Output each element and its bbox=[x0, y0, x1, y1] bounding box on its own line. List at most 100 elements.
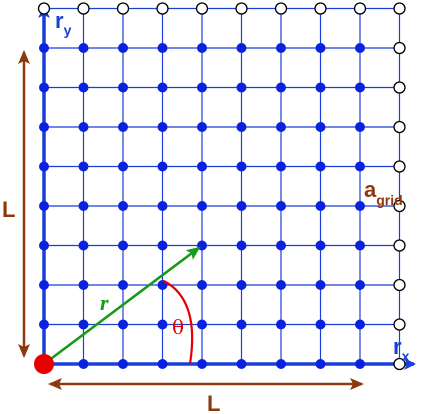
lattice-point bbox=[157, 240, 168, 251]
open-lattice-point bbox=[393, 318, 406, 331]
lattice-point bbox=[157, 319, 168, 330]
open-lattice-point bbox=[393, 41, 406, 55]
lattice-point bbox=[39, 122, 49, 132]
open-lattice-point bbox=[393, 357, 406, 371]
lattice-points bbox=[37, 2, 406, 371]
grid-lines bbox=[43, 7, 401, 365]
open-lattice-point bbox=[393, 278, 406, 292]
grid-spacing-label: agrid bbox=[364, 177, 403, 208]
vector-label: r bbox=[100, 290, 109, 315]
open-lattice-point bbox=[156, 2, 169, 15]
lattice-point bbox=[157, 161, 168, 172]
lattice-point bbox=[355, 201, 365, 211]
open-lattice-point bbox=[116, 2, 130, 15]
lattice-point bbox=[355, 161, 365, 172]
lattice-point bbox=[78, 201, 89, 211]
lattice-point bbox=[39, 319, 49, 330]
lattice-point bbox=[315, 161, 326, 172]
lattice-point bbox=[315, 359, 326, 369]
angle-label: θ bbox=[172, 315, 184, 339]
lattice-point bbox=[276, 280, 286, 290]
dimension-arrows bbox=[18, 50, 364, 390]
lattice-point bbox=[236, 43, 247, 53]
height-label: L bbox=[2, 197, 15, 222]
lattice-point bbox=[157, 359, 168, 369]
lattice-point bbox=[197, 43, 207, 53]
lattice-point bbox=[236, 82, 247, 93]
lattice-point bbox=[197, 161, 207, 172]
open-lattice-point bbox=[235, 2, 248, 15]
lattice-point bbox=[78, 280, 89, 290]
open-lattice-point bbox=[393, 120, 406, 134]
lattice-point bbox=[236, 122, 247, 132]
lattice-point bbox=[78, 359, 89, 369]
lattice-point bbox=[118, 43, 128, 53]
lattice-point bbox=[236, 161, 247, 172]
open-lattice-point bbox=[393, 81, 406, 94]
open-lattice-point bbox=[77, 2, 90, 15]
lattice-point bbox=[197, 82, 207, 93]
lattice-point bbox=[78, 161, 89, 172]
lattice-point bbox=[276, 201, 286, 211]
lattice-point bbox=[78, 82, 89, 93]
lattice-point bbox=[355, 319, 365, 330]
lattice-point bbox=[78, 240, 89, 251]
lattice-point bbox=[355, 240, 365, 251]
lattice-point bbox=[315, 43, 326, 53]
y-axis-label: ry bbox=[55, 8, 72, 38]
lattice-point bbox=[118, 319, 128, 330]
lattice-point bbox=[236, 280, 247, 290]
lattice-point bbox=[78, 122, 89, 132]
lattice-point bbox=[276, 319, 286, 330]
origin-point bbox=[34, 354, 54, 374]
lattice-point bbox=[197, 280, 207, 290]
lattice-point bbox=[315, 319, 326, 330]
lattice-point bbox=[276, 82, 286, 93]
lattice-point bbox=[197, 201, 207, 211]
lattice-point bbox=[276, 359, 286, 369]
lattice-point bbox=[118, 82, 128, 93]
lattice-point bbox=[236, 240, 247, 251]
lattice-point bbox=[39, 240, 49, 251]
lattice-point bbox=[118, 201, 128, 211]
open-lattice-point bbox=[37, 2, 51, 15]
lattice-point bbox=[197, 122, 207, 132]
lattice-point bbox=[315, 240, 326, 251]
axes bbox=[38, 6, 416, 370]
lattice-point bbox=[276, 161, 286, 172]
lattice-point bbox=[118, 240, 128, 251]
width-label: L bbox=[207, 391, 220, 414]
lattice-point bbox=[236, 359, 247, 369]
lattice-point bbox=[118, 280, 128, 290]
lattice-point bbox=[78, 43, 89, 53]
lattice-point bbox=[276, 122, 286, 132]
lattice-point bbox=[118, 359, 128, 369]
open-lattice-point bbox=[393, 160, 406, 173]
lattice-point bbox=[236, 319, 247, 330]
lattice-point bbox=[157, 201, 168, 211]
lattice-point bbox=[118, 122, 128, 132]
lattice-point bbox=[39, 280, 49, 290]
lattice-point bbox=[157, 82, 168, 93]
lattice-point bbox=[355, 82, 365, 93]
lattice-point bbox=[157, 43, 168, 53]
lattice-point bbox=[197, 359, 207, 369]
lattice-point bbox=[39, 43, 49, 53]
lattice-point bbox=[39, 161, 49, 172]
lattice-point bbox=[315, 82, 326, 93]
lattice-point bbox=[315, 201, 326, 211]
angle-arc bbox=[163, 280, 194, 365]
lattice-point bbox=[355, 359, 365, 369]
open-lattice-point bbox=[353, 2, 367, 15]
open-lattice-point bbox=[195, 2, 209, 15]
x-axis-label: rx bbox=[393, 334, 410, 364]
open-lattice-point bbox=[274, 2, 288, 15]
lattice-point bbox=[355, 280, 365, 290]
lattice-point bbox=[276, 43, 286, 53]
lattice-point bbox=[276, 240, 286, 251]
lattice-point bbox=[197, 319, 207, 330]
lattice-point bbox=[355, 122, 365, 132]
lattice-point bbox=[355, 43, 365, 53]
